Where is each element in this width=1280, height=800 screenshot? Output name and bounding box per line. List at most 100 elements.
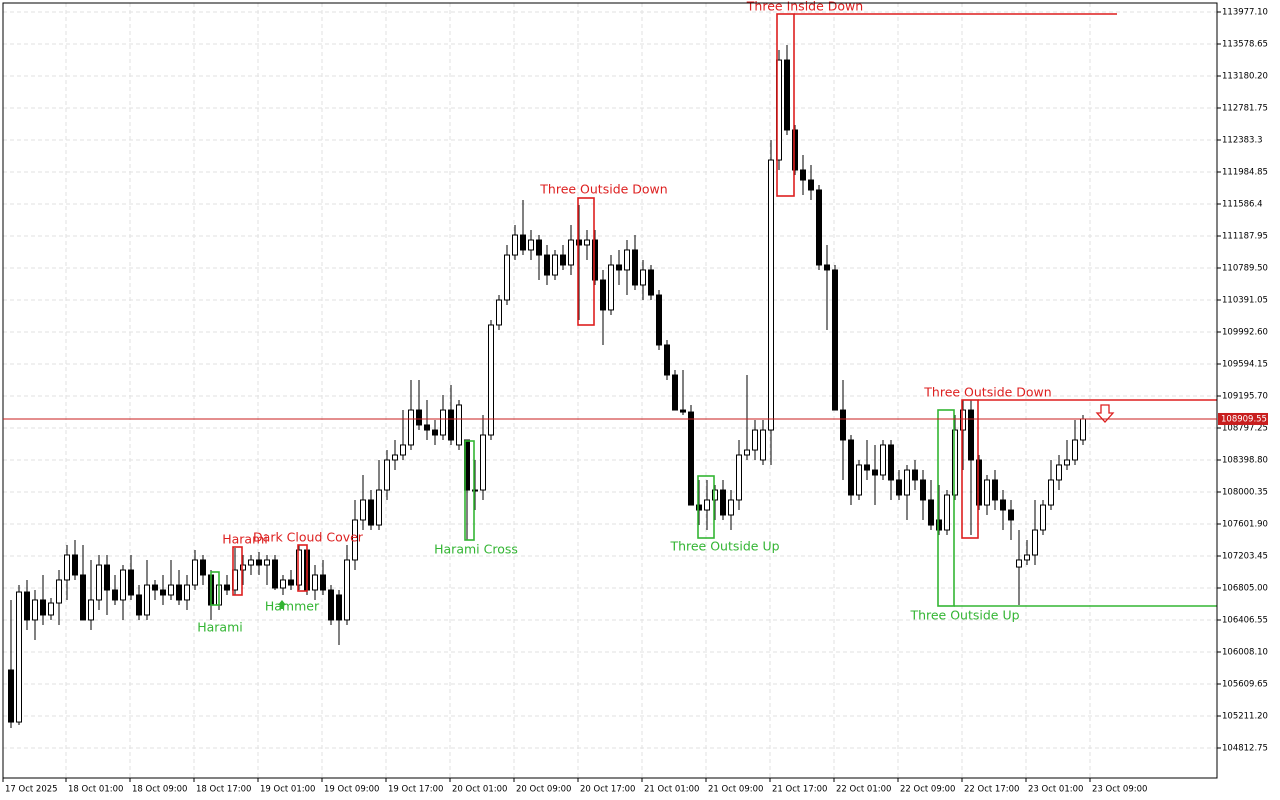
x-tick-label: 23 Oct 01:00 <box>1028 785 1083 795</box>
candle-body <box>112 589 118 601</box>
candle-body <box>752 429 758 451</box>
x-tick-label: 20 Oct 17:00 <box>580 785 635 795</box>
candle-body <box>128 569 134 596</box>
candle-body <box>104 564 110 591</box>
candle-body <box>288 579 294 586</box>
x-tick-label: 18 Oct 17:00 <box>196 785 251 795</box>
candle-body <box>984 479 990 506</box>
pattern-label: Three Inside Down <box>746 0 863 14</box>
pattern-box <box>232 546 243 596</box>
candle-body <box>440 409 446 436</box>
candle-body <box>736 454 742 501</box>
y-tick-label: 112383.3 <box>1222 136 1263 146</box>
candle-body <box>688 411 694 506</box>
x-tick-label: 22 Oct 09:00 <box>900 785 955 795</box>
y-tick-label: 113977.10 <box>1222 8 1268 18</box>
candle-body <box>456 404 462 446</box>
candle-body <box>1024 554 1030 561</box>
candle-body <box>1056 464 1062 481</box>
candle-body <box>912 469 918 481</box>
pattern-box <box>961 399 979 539</box>
candle-body <box>352 519 358 561</box>
y-tick-label: 110391.05 <box>1222 296 1268 306</box>
candle-body <box>368 499 374 526</box>
candle-body <box>904 469 910 496</box>
y-tick-label: 106008.10 <box>1222 648 1268 658</box>
candle-body <box>24 591 30 621</box>
candle-body <box>96 564 102 601</box>
y-tick-label: 109992.60 <box>1222 328 1268 338</box>
candle-body <box>400 444 406 456</box>
candle-body <box>376 489 382 526</box>
candle-body <box>360 499 366 521</box>
candle-body <box>584 239 590 246</box>
x-tick-label: 21 Oct 01:00 <box>644 785 699 795</box>
candle-body <box>48 602 54 616</box>
y-tick-label: 108000.35 <box>1222 488 1268 498</box>
x-tick-label: 22 Oct 17:00 <box>964 785 1019 795</box>
y-tick-label: 107203.45 <box>1222 552 1268 562</box>
candle-body <box>840 409 846 441</box>
candle-body <box>744 449 750 456</box>
x-tick-label: 17 Oct 2025 <box>5 785 58 795</box>
candle-body <box>88 599 94 621</box>
y-tick-label: 112781.75 <box>1222 104 1268 114</box>
candle-body <box>272 559 278 589</box>
candle-body <box>968 409 974 461</box>
candle-body <box>880 444 886 476</box>
candle-body <box>320 574 326 591</box>
candle-body <box>920 479 926 501</box>
candle-body <box>80 574 86 621</box>
candle-body <box>608 264 614 311</box>
candle-body <box>432 429 438 436</box>
candle-body <box>496 299 502 326</box>
candle-body <box>552 254 558 276</box>
candle-body <box>152 584 158 591</box>
candle-body <box>1000 499 1006 511</box>
candle-body <box>816 189 822 266</box>
candle-body <box>784 59 790 131</box>
pattern-box <box>937 409 955 607</box>
candle-body <box>336 594 342 621</box>
pattern-box <box>210 571 220 606</box>
y-tick-label: 113578.65 <box>1222 40 1268 50</box>
candle-body <box>624 249 630 271</box>
candle-body <box>1072 439 1078 461</box>
candle-body <box>1048 479 1054 506</box>
candle-body <box>664 344 670 376</box>
hammer-arrow <box>278 600 286 609</box>
candle-body <box>928 499 934 526</box>
candle-body <box>568 239 574 266</box>
pattern-label: Three Outside Up <box>909 608 1019 623</box>
x-tick-label: 20 Oct 09:00 <box>516 785 571 795</box>
candle-body <box>256 559 262 566</box>
candle-body <box>800 169 806 181</box>
y-tick-label: 109195.70 <box>1222 392 1268 402</box>
grid <box>3 3 1217 778</box>
y-tick-label: 104812.75 <box>1222 743 1268 753</box>
y-tick-label: 105609.65 <box>1222 680 1268 690</box>
candle-body <box>544 254 550 276</box>
x-tick-label: 23 Oct 09:00 <box>1092 785 1147 795</box>
pattern-label: Dark Cloud Cover <box>253 530 364 545</box>
candle-body <box>856 464 862 496</box>
candle-body <box>64 554 70 581</box>
y-tick-label: 109594.15 <box>1222 360 1268 370</box>
candle-body <box>640 269 646 286</box>
candle-body <box>864 464 870 471</box>
y-tick-label: 108398.80 <box>1222 456 1268 466</box>
candle-body <box>992 479 998 501</box>
candle-body <box>848 439 854 496</box>
current-price-label: 108909.55 <box>1221 414 1267 424</box>
candle-body <box>72 554 78 576</box>
candle-body <box>792 129 798 171</box>
candle-body <box>696 504 702 511</box>
y-tick-label: 107601.90 <box>1222 520 1268 530</box>
candle-body <box>976 459 982 506</box>
candle-body <box>392 454 398 461</box>
candle-body <box>680 409 686 413</box>
y-tick-label: 111187.95 <box>1222 232 1268 242</box>
candle-body <box>952 429 958 496</box>
candle-body <box>656 294 662 346</box>
candle-body <box>768 159 774 431</box>
